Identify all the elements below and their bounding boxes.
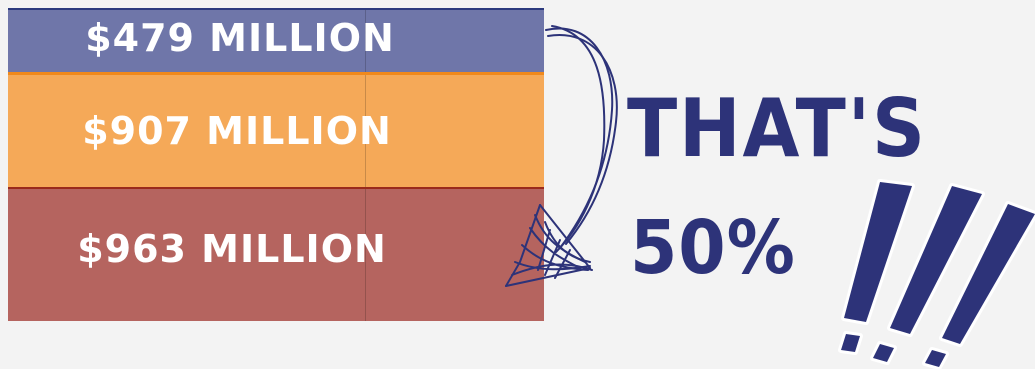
- note-line-percent: 50%: [630, 205, 796, 291]
- stacked-bars: $479 MILLION $907 MILLION $963 MILLION: [8, 8, 544, 321]
- bar-divider: [365, 75, 366, 187]
- bar-963-million: $963 MILLION: [8, 189, 544, 321]
- note-line-thats: THAT'S: [627, 82, 927, 175]
- exclamation-marks-icon: [838, 179, 1035, 369]
- bar-label: $963 MILLION: [77, 227, 387, 271]
- bar-479-million: $479 MILLION: [8, 8, 544, 72]
- bar-label: $907 MILLION: [82, 109, 392, 153]
- bar-label: $479 MILLION: [85, 16, 395, 60]
- bar-divider: [365, 10, 366, 72]
- bar-907-million: $907 MILLION: [8, 72, 544, 189]
- bar-divider: [365, 189, 366, 321]
